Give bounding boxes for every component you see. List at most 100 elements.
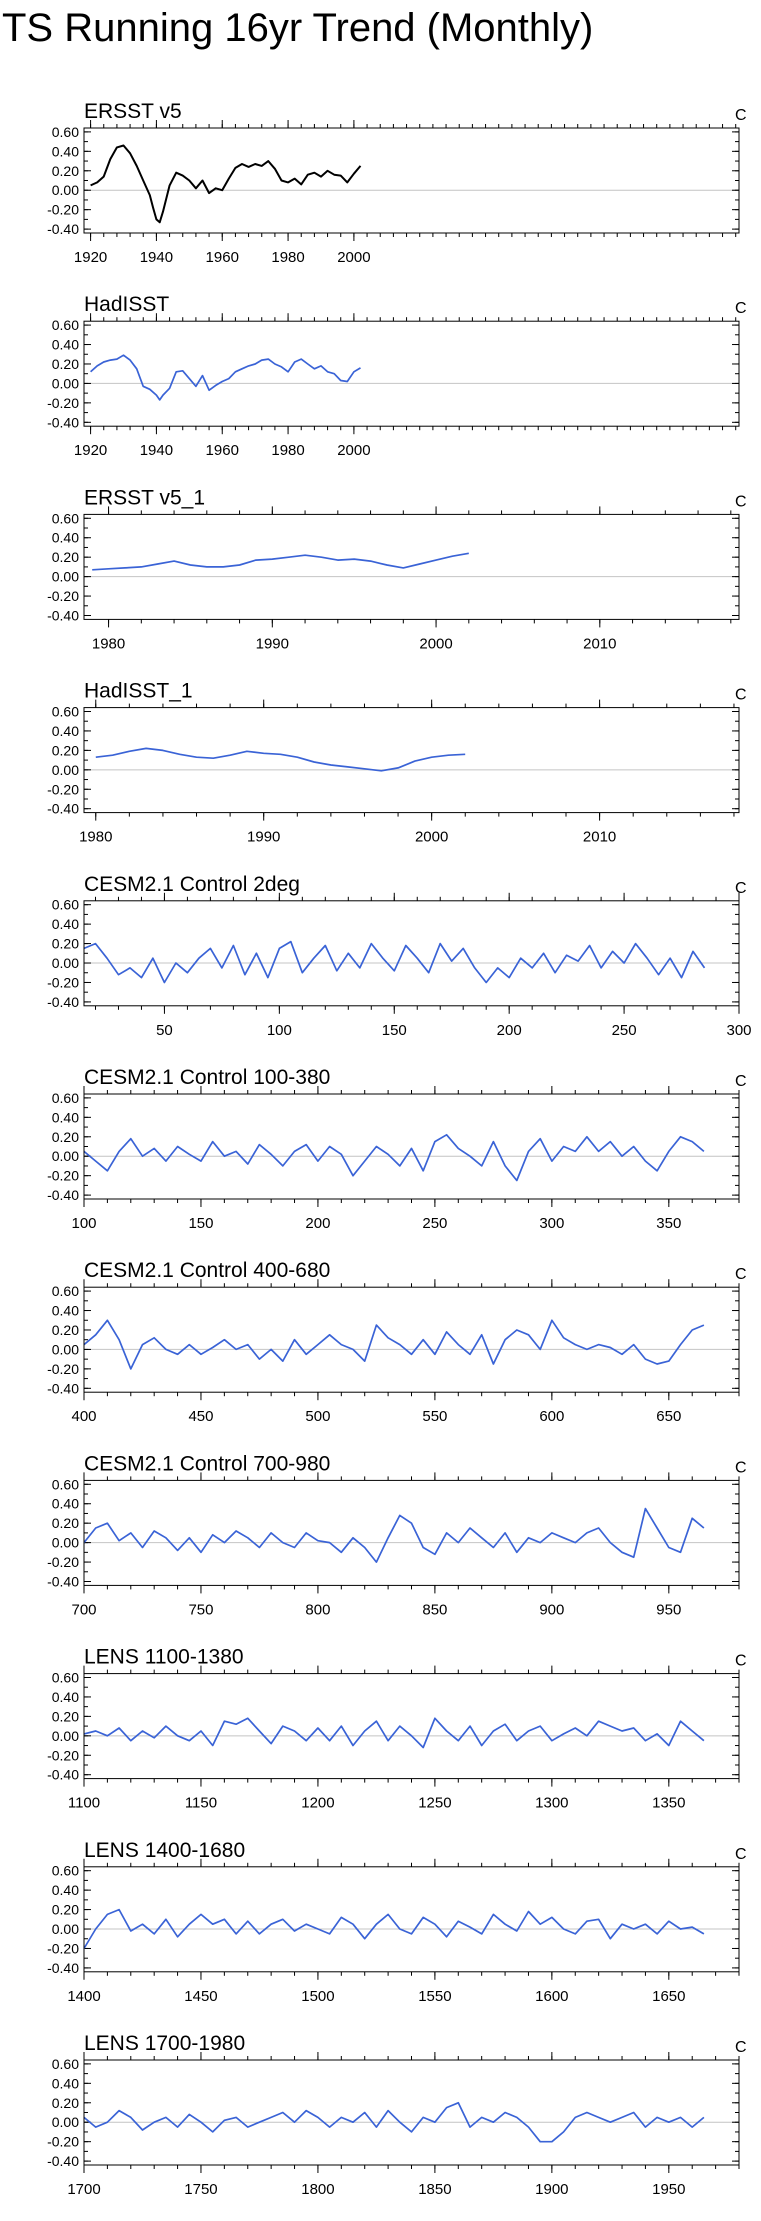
chart-title: CESM2.1 Control 700-980 xyxy=(84,1452,330,1475)
page-title: TS Running 16yr Trend (Monthly) xyxy=(2,6,594,50)
units-label: C xyxy=(735,2039,747,2056)
x-tick-label: 300 xyxy=(539,1215,564,1232)
y-tick-label: -0.20 xyxy=(47,588,79,604)
y-tick-label: 0.40 xyxy=(52,530,79,546)
y-tick-label: 0.00 xyxy=(52,1728,79,1744)
plot-frame xyxy=(83,127,740,234)
x-tick-label: 500 xyxy=(305,1408,330,1425)
x-tick-label: 1350 xyxy=(652,1795,685,1812)
series-line xyxy=(83,1133,705,1182)
chart-title: HadISST xyxy=(84,293,169,316)
series-line xyxy=(83,1717,705,1749)
x-tick-label: 1940 xyxy=(140,249,173,266)
x-tick-label: 1990 xyxy=(256,635,289,652)
y-tick-label: 0.40 xyxy=(52,1882,79,1898)
x-tick-label: 250 xyxy=(422,1215,447,1232)
y-tick-label: -0.40 xyxy=(47,608,79,624)
y-tick-label: -0.20 xyxy=(47,781,79,797)
y-tick-label: 0.60 xyxy=(52,897,79,913)
y-tick-label: 0.00 xyxy=(52,569,79,585)
x-tick-label: 850 xyxy=(422,1601,447,1618)
y-tick-label: -0.40 xyxy=(47,1960,79,1976)
y-tick-label: -0.20 xyxy=(47,2134,79,2150)
x-tick-label: 1700 xyxy=(67,2181,100,2198)
y-tick-label: 0.60 xyxy=(52,1283,79,1299)
y-tick-label: 0.20 xyxy=(52,936,79,952)
y-tick-label: -0.40 xyxy=(47,1187,79,1203)
x-tick-label: 550 xyxy=(422,1408,447,1425)
x-tick-label: 1450 xyxy=(184,1988,217,2005)
chart-panel: LENS 1700-1980 C -0.40 -0.20 0.00 0.20 0.40 0.6… xyxy=(47,2032,746,2198)
x-tick-label: 900 xyxy=(539,1601,564,1618)
units-label: C xyxy=(735,1073,747,1090)
x-tick-label: 1980 xyxy=(92,635,125,652)
units-label: C xyxy=(735,1459,747,1476)
y-tick-label: 0.40 xyxy=(52,916,79,932)
chart-panel: CESM2.1 Control 700-980 C -0.40 -0.20 0.00 0.… xyxy=(47,1452,746,1618)
x-tick-label: 200 xyxy=(497,1022,522,1039)
y-tick-label: 0.40 xyxy=(52,723,79,739)
y-tick-label: 0.40 xyxy=(52,1689,79,1705)
units-label: C xyxy=(735,880,747,897)
units-label: C xyxy=(735,687,747,704)
y-tick-label: -0.40 xyxy=(47,2153,79,2169)
y-tick-label: 0.20 xyxy=(52,1708,79,1724)
y-tick-label: -0.20 xyxy=(47,1554,79,1570)
y-tick-label: 0.60 xyxy=(52,317,79,333)
y-tick-label: 0.40 xyxy=(52,1109,79,1125)
y-tick-label: -0.40 xyxy=(47,414,79,430)
x-tick-label: 100 xyxy=(267,1022,292,1039)
x-tick-label: 2000 xyxy=(419,635,452,652)
y-tick-label: 0.00 xyxy=(52,1535,79,1551)
x-tick-label: 800 xyxy=(305,1601,330,1618)
units-label: C xyxy=(735,107,747,124)
chart-panel: HadISST_1 C -0.40 -0.20 0.00 0.20 0.40 0.60 1980… xyxy=(47,680,746,846)
x-tick-label: 2000 xyxy=(415,829,448,846)
y-tick-label: 0.20 xyxy=(52,1322,79,1338)
y-tick-label: 0.60 xyxy=(52,124,79,140)
x-tick-label: 950 xyxy=(656,1601,681,1618)
x-tick-label: 1300 xyxy=(535,1795,568,1812)
plot-frame xyxy=(83,900,740,1007)
y-tick-label: 0.00 xyxy=(52,182,79,198)
chart-title: CESM2.1 Control 100-380 xyxy=(84,1066,330,1089)
plot-frame xyxy=(83,1866,740,1973)
x-tick-label: 1980 xyxy=(79,829,112,846)
x-tick-label: 150 xyxy=(382,1022,407,1039)
y-tick-label: 0.60 xyxy=(52,2056,79,2072)
x-tick-label: 1960 xyxy=(206,442,239,459)
x-tick-label: 1500 xyxy=(301,1988,334,2005)
y-tick-label: -0.20 xyxy=(47,395,79,411)
plot-frame xyxy=(83,513,740,620)
chart-panel: CESM2.1 Control 100-380 C -0.40 -0.20 0.00 0.… xyxy=(47,1066,746,1232)
series-line xyxy=(92,552,469,571)
y-tick-label: -0.20 xyxy=(47,1168,79,1184)
x-tick-label: 400 xyxy=(71,1408,96,1425)
y-tick-label: 0.20 xyxy=(52,549,79,565)
chart-title: LENS 1700-1980 xyxy=(84,2032,245,2055)
units-label: C xyxy=(735,493,747,510)
chart-title: HadISST_1 xyxy=(84,680,193,703)
y-tick-label: 0.20 xyxy=(52,163,79,179)
y-tick-label: 0.40 xyxy=(52,1496,79,1512)
y-tick-label: 0.20 xyxy=(52,356,79,372)
x-tick-label: 1600 xyxy=(535,1988,568,2005)
plot-frame xyxy=(83,320,740,427)
y-tick-label: -0.20 xyxy=(47,202,79,218)
y-tick-label: 0.00 xyxy=(52,762,79,778)
chart-panel: CESM2.1 Control 400-680 C -0.40 -0.20 0.00 0.… xyxy=(47,1259,746,1425)
units-label: C xyxy=(735,1653,747,1670)
x-tick-label: 1950 xyxy=(652,2181,685,2198)
chart-title: ERSST v5_1 xyxy=(84,486,205,509)
series-line xyxy=(90,354,361,401)
x-tick-label: 1960 xyxy=(206,249,239,266)
x-tick-label: 1920 xyxy=(74,442,107,459)
x-tick-label: 450 xyxy=(188,1408,213,1425)
x-tick-label: 750 xyxy=(188,1601,213,1618)
y-tick-label: -0.20 xyxy=(47,974,79,990)
x-tick-label: 350 xyxy=(656,1215,681,1232)
plot-frame xyxy=(83,2059,740,2166)
y-tick-label: -0.20 xyxy=(47,1940,79,1956)
y-tick-label: 0.60 xyxy=(52,1090,79,1106)
